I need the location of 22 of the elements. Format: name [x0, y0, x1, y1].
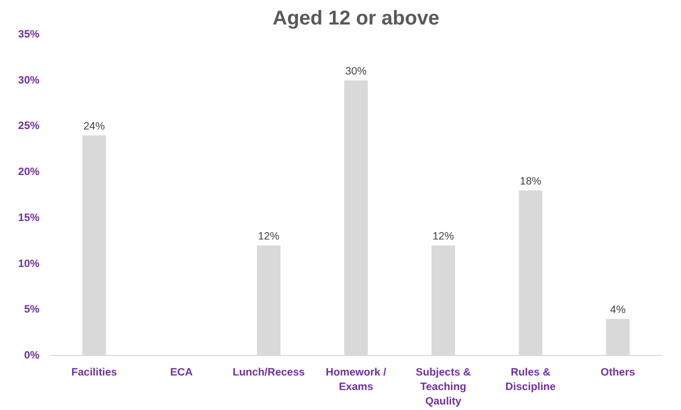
y-tick-label: 5% [24, 304, 40, 316]
data-label: 4% [610, 304, 626, 316]
chart-title: Aged 12 or above [272, 8, 440, 30]
x-tick-label: Subjects & Teaching Qaulity [416, 366, 472, 408]
data-label: 24% [83, 120, 106, 132]
y-tick-label: 20% [18, 166, 40, 178]
data-label: 12% [258, 230, 280, 242]
x-tick-label: Homework / Exams [326, 366, 386, 393]
y-tick-label: 35% [18, 28, 40, 40]
y-tick-label: 25% [18, 120, 40, 132]
data-label: 18% [520, 175, 542, 188]
y-tick-label: 0% [24, 350, 40, 362]
x-tick-label: Others [600, 366, 636, 378]
y-tick-label: 15% [18, 212, 40, 224]
y-tick-label: 30% [18, 74, 40, 86]
x-tick-label: Lunch/Recess [232, 366, 305, 378]
data-label: 30% [345, 65, 368, 78]
y-tick-label: 10% [18, 258, 40, 270]
data-label: 12% [432, 230, 454, 242]
x-tick-label: Facilities [71, 366, 118, 378]
x-tick-label: ECA [170, 366, 193, 378]
x-tick-label: Rules & Discipline [505, 366, 556, 393]
